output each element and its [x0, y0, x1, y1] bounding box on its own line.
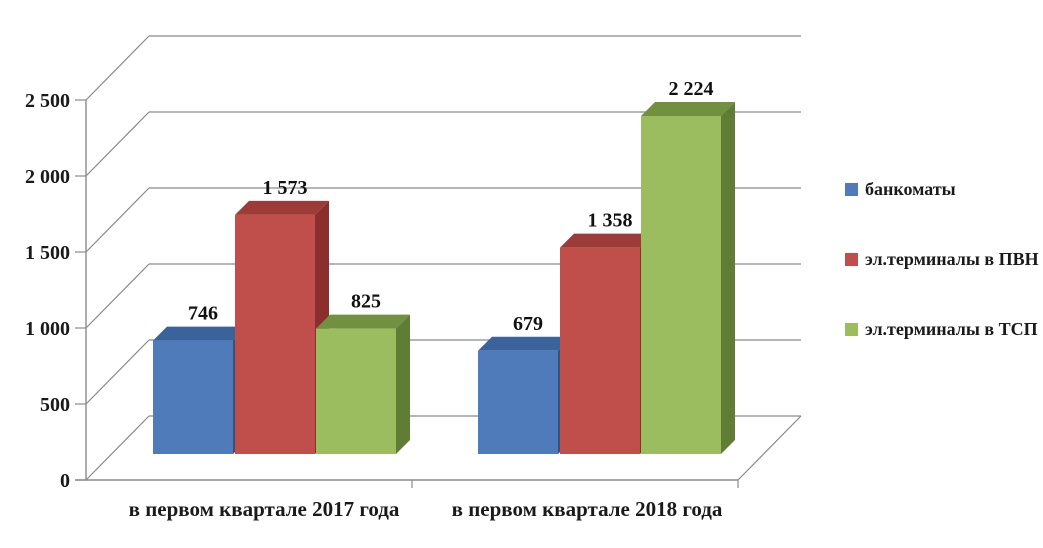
legend-swatch-red: [845, 253, 858, 266]
legend-item-terminals-pvn: эл.терминалы в ПВН: [845, 250, 1039, 269]
y-axis-tick-label: 1 000: [25, 318, 70, 340]
data-label: 825: [351, 291, 381, 313]
data-label: 679: [513, 313, 543, 335]
y-axis-tick-label: 2 500: [25, 90, 70, 112]
x-axis-category-label-2018: в первом квартале 2018 года: [451, 497, 723, 521]
legend-item-bankomaty: банкоматы: [845, 180, 956, 199]
bar-top-2-0: [316, 314, 410, 329]
data-label: 746: [188, 303, 218, 325]
bar-front-0-1: [478, 350, 558, 454]
side-wall-gridline: [85, 35, 150, 101]
y-axis-tick-label: 1 500: [25, 242, 70, 264]
legend-swatch-blue: [845, 183, 858, 196]
bar-top-0-1: [478, 336, 572, 351]
side-wall-gridline: [85, 415, 150, 481]
legend-label: эл.терминалы в ПВН: [865, 249, 1039, 269]
data-label: 2 224: [669, 78, 714, 100]
legend-label: эл.терминалы в ТСП: [865, 319, 1038, 339]
side-wall-gridline: [85, 263, 150, 329]
legend-label: банкоматы: [865, 179, 956, 199]
bar-top-0-0: [153, 326, 247, 341]
bar-front-1-0: [235, 214, 315, 454]
bar-top-1-1: [560, 233, 654, 248]
x-axis-category-label-2017: в первом квартале 2017 года: [128, 497, 400, 521]
side-wall-gridline: [85, 187, 150, 253]
y-axis-tick-label: 500: [40, 394, 70, 416]
side-wall-gridline: [85, 111, 150, 177]
side-wall-gridline: [85, 339, 150, 405]
legend-swatch-green: [845, 323, 858, 336]
bar-front-2-1: [641, 115, 721, 455]
bar-front-0-0: [153, 340, 233, 454]
bar-top-2-1: [641, 101, 735, 116]
y-axis-tick-label: 2 000: [25, 166, 70, 188]
bar-front-2-0: [316, 328, 396, 454]
bar-side-2-0: [396, 314, 410, 454]
floor-right-edge: [737, 415, 802, 481]
data-label: 1 573: [263, 177, 308, 199]
bar-side-2-1: [721, 101, 735, 455]
legend-item-terminals-tsp: эл.терминалы в ТСП: [845, 320, 1038, 339]
bar-front-1-1: [560, 247, 640, 454]
data-label: 1 358: [588, 210, 633, 232]
bar-top-1-0: [235, 200, 329, 215]
y-axis-tick-label: 0: [60, 470, 70, 492]
chart-legend: банкоматы эл.терминалы в ПВН эл.терминал…: [845, 0, 1043, 548]
